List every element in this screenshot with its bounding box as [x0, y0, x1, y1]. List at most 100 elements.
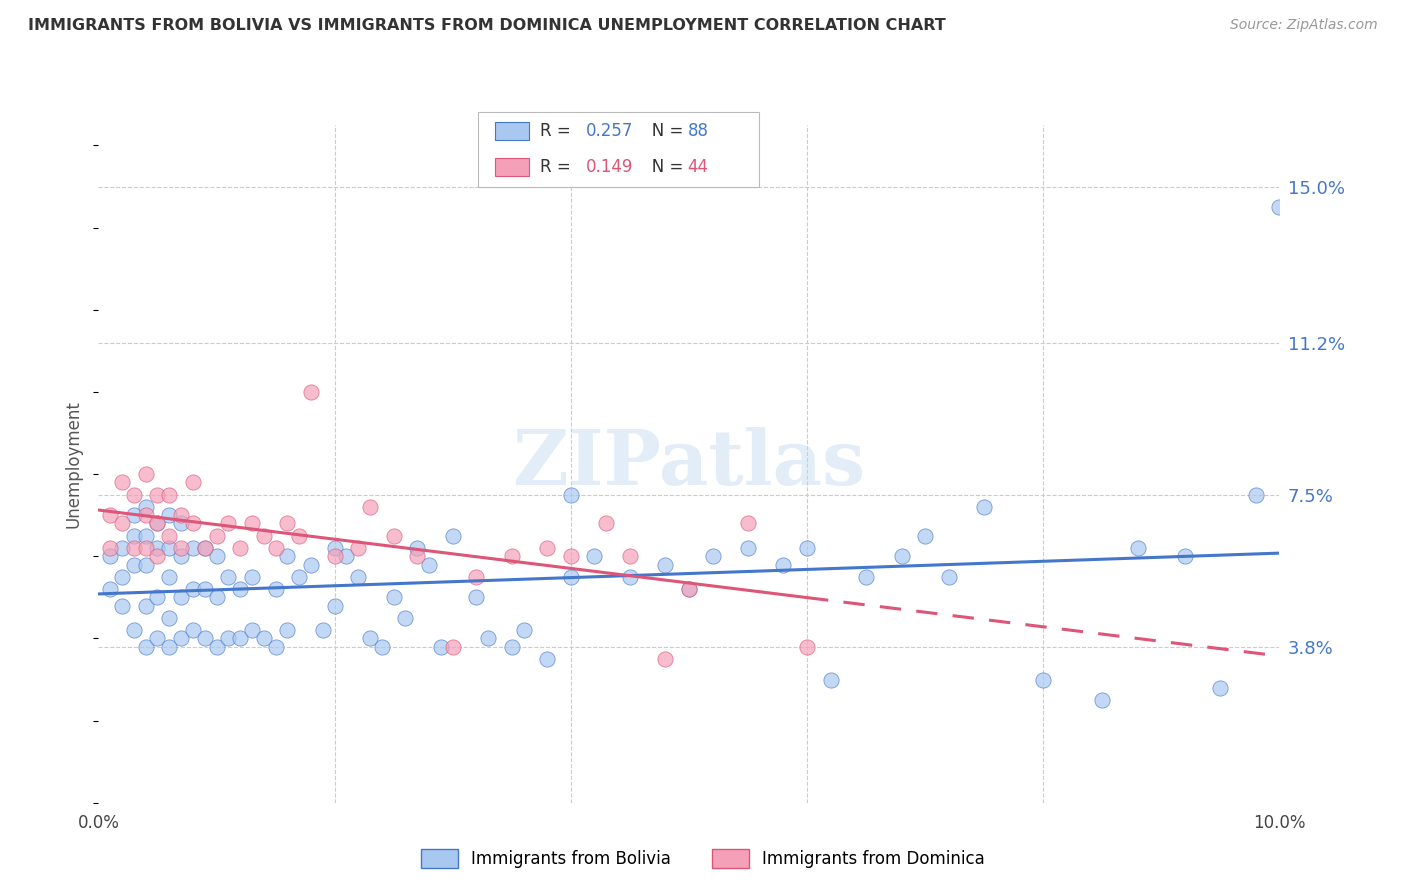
Point	[359, 632, 381, 646]
Point	[1126, 541, 1149, 555]
Point	[157, 611, 180, 625]
Point	[382, 529, 405, 543]
Point	[157, 640, 180, 654]
Point	[135, 541, 157, 555]
Point	[240, 516, 263, 531]
Point	[146, 591, 169, 605]
Point	[205, 529, 228, 543]
Point	[229, 632, 252, 646]
Text: 44: 44	[688, 158, 709, 176]
Point	[441, 529, 464, 543]
Point	[430, 640, 453, 654]
Point	[122, 541, 145, 555]
Point	[264, 541, 287, 555]
Point	[194, 541, 217, 555]
Point	[394, 611, 416, 625]
Point	[465, 591, 488, 605]
Point	[98, 508, 121, 523]
Point	[583, 549, 606, 564]
Y-axis label: Unemployment: Unemployment	[65, 400, 83, 528]
Text: 0.149: 0.149	[586, 158, 634, 176]
Point	[194, 541, 217, 555]
Point	[146, 549, 169, 564]
Point	[181, 475, 204, 490]
Point	[288, 529, 311, 543]
Point	[678, 582, 700, 596]
Point	[146, 488, 169, 502]
Point	[135, 599, 157, 613]
Point	[157, 508, 180, 523]
Point	[536, 541, 558, 555]
Point	[135, 558, 157, 572]
Point	[181, 624, 204, 638]
Point	[146, 541, 169, 555]
Point	[194, 632, 217, 646]
Point	[264, 582, 287, 596]
Point	[1244, 488, 1267, 502]
Text: R =: R =	[540, 122, 576, 140]
Point	[796, 640, 818, 654]
Point	[465, 570, 488, 584]
Text: IMMIGRANTS FROM BOLIVIA VS IMMIGRANTS FROM DOMINICA UNEMPLOYMENT CORRELATION CHA: IMMIGRANTS FROM BOLIVIA VS IMMIGRANTS FR…	[28, 18, 946, 33]
Point	[501, 640, 523, 654]
Point	[772, 558, 794, 572]
Point	[217, 516, 239, 531]
Point	[111, 570, 134, 584]
Point	[181, 582, 204, 596]
Point	[1268, 200, 1291, 214]
Point	[619, 570, 641, 584]
Point	[382, 591, 405, 605]
Text: 0.257: 0.257	[586, 122, 634, 140]
Point	[253, 529, 276, 543]
Point	[111, 516, 134, 531]
Point	[702, 549, 724, 564]
Point	[170, 632, 193, 646]
Point	[595, 516, 617, 531]
Point	[264, 640, 287, 654]
Point	[406, 541, 429, 555]
Point	[619, 549, 641, 564]
Text: N =: N =	[636, 158, 688, 176]
Point	[157, 488, 180, 502]
Point	[98, 582, 121, 596]
Point	[288, 570, 311, 584]
Point	[914, 529, 936, 543]
Point	[820, 673, 842, 687]
Point	[122, 624, 145, 638]
Point	[111, 599, 134, 613]
Point	[441, 640, 464, 654]
Point	[796, 541, 818, 555]
Point	[512, 624, 534, 638]
Point	[170, 549, 193, 564]
Text: ZIPatlas: ZIPatlas	[512, 427, 866, 500]
Point	[122, 508, 145, 523]
Point	[1209, 681, 1232, 695]
Point	[181, 516, 204, 531]
Point	[135, 508, 157, 523]
Point	[157, 541, 180, 555]
Point	[654, 558, 676, 572]
Point	[737, 541, 759, 555]
Point	[1032, 673, 1054, 687]
Point	[973, 500, 995, 514]
Point	[501, 549, 523, 564]
Point	[170, 591, 193, 605]
Point	[276, 549, 298, 564]
Point	[229, 582, 252, 596]
Point	[229, 541, 252, 555]
Point	[146, 516, 169, 531]
Point	[938, 570, 960, 584]
Point	[135, 529, 157, 543]
Point	[194, 582, 217, 596]
Point	[536, 652, 558, 666]
Point	[312, 624, 335, 638]
Point	[737, 516, 759, 531]
Point	[205, 549, 228, 564]
Point	[406, 549, 429, 564]
Point	[170, 541, 193, 555]
Point	[347, 541, 370, 555]
Point	[477, 632, 499, 646]
Point	[253, 632, 276, 646]
Point	[170, 516, 193, 531]
Point	[347, 570, 370, 584]
